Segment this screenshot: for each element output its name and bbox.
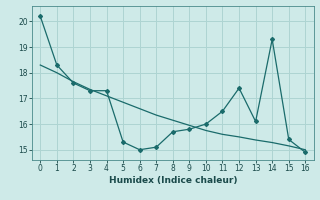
X-axis label: Humidex (Indice chaleur): Humidex (Indice chaleur) [108,176,237,185]
